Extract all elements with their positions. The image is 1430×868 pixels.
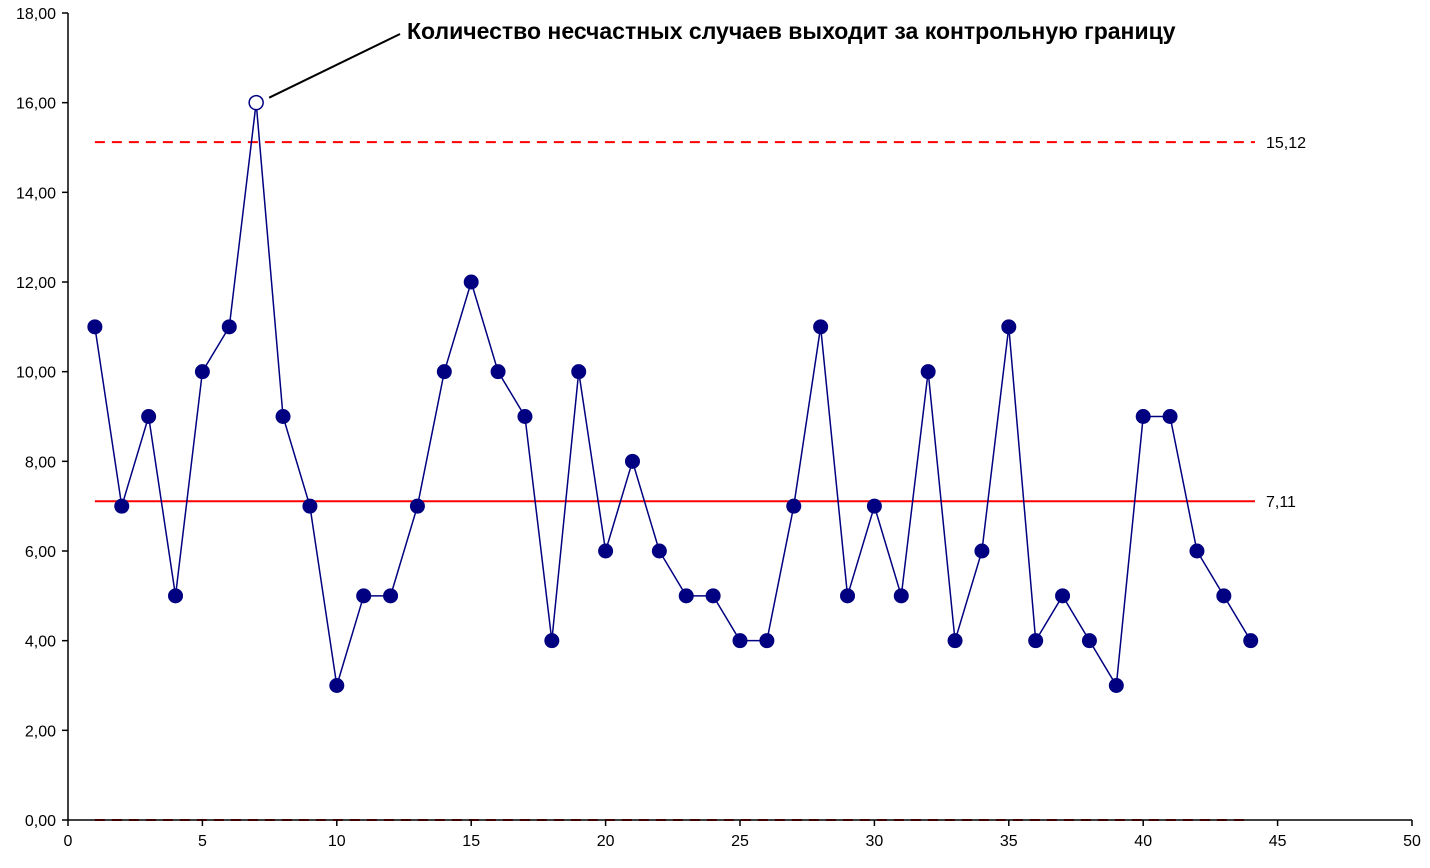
y-tick-label: 12,00: [16, 275, 56, 292]
annotation-group: Количество несчастных случаев выходит за…: [268, 18, 1176, 99]
control-limit-label-1: 7,11: [1266, 494, 1296, 511]
x-tick-label: 25: [731, 833, 749, 850]
data-point: [974, 543, 990, 559]
data-point: [1216, 588, 1232, 604]
data-point: [302, 498, 318, 514]
x-tick-label: 30: [866, 833, 884, 850]
data-point: [1162, 409, 1178, 424]
y-tick-label: 16,00: [16, 96, 56, 113]
data-point: [571, 364, 587, 380]
x-tick-label: 20: [597, 833, 615, 850]
data-point: [463, 274, 479, 290]
data-point: [517, 409, 533, 424]
x-tick-label: 45: [1269, 833, 1287, 850]
series-line: [94, 102, 1252, 688]
data-point: [275, 409, 291, 424]
y-tick-label: 6,00: [25, 544, 56, 561]
x-tick-label: 15: [462, 833, 480, 850]
y-tick-label: 18,00: [16, 6, 56, 23]
x-tick-label: 35: [1000, 833, 1018, 850]
data-point: [732, 633, 748, 649]
data-point: [141, 409, 157, 424]
control-limit-labels: 15,12 7,11: [1266, 135, 1306, 511]
data-point: [1001, 319, 1017, 335]
data-point: [383, 588, 399, 604]
data-point: [651, 543, 667, 559]
series-line-group: [94, 102, 1252, 688]
data-point: [221, 319, 237, 335]
data-point: [114, 498, 130, 514]
data-point: [168, 588, 184, 604]
y-tick-label: 2,00: [25, 723, 56, 740]
control-limit-label-0: 15,12: [1266, 135, 1306, 152]
data-point: [409, 498, 425, 514]
data-point-markers: [87, 94, 1259, 693]
data-point: [947, 633, 963, 649]
data-point: [194, 364, 210, 380]
data-point: [598, 543, 614, 559]
x-tick-label: 5: [198, 833, 207, 850]
data-point: [329, 678, 345, 693]
x-tick-label: 40: [1134, 833, 1152, 850]
data-point: [1243, 633, 1259, 649]
x-tick-label: 50: [1403, 833, 1421, 850]
data-point: [1055, 588, 1071, 604]
data-point-highlighted: [248, 94, 264, 111]
data-point: [544, 633, 560, 649]
data-point: [705, 588, 721, 604]
data-point: [1081, 633, 1097, 649]
data-point: [678, 588, 694, 604]
y-tick-label: 4,00: [25, 634, 56, 651]
data-point: [1135, 409, 1151, 424]
y-tick-label: 10,00: [16, 365, 56, 382]
data-point: [87, 319, 103, 335]
data-point: [813, 319, 829, 335]
data-point: [786, 498, 802, 514]
y-tick-label: 14,00: [16, 185, 56, 202]
data-point: [1108, 678, 1124, 693]
data-point: [356, 588, 372, 604]
data-point: [1028, 633, 1044, 649]
y-tick-label: 0,00: [25, 813, 56, 830]
data-point: [920, 364, 936, 380]
x-tick-label: 0: [64, 833, 73, 850]
data-point: [893, 588, 909, 604]
data-point: [866, 498, 882, 514]
chart-axes: 0,00 2,00 4,00 6,00 8,00 10,00 12,00 14,00 16,00…: [16, 6, 1421, 850]
data-point: [840, 588, 856, 604]
annotation-leader-line: [268, 33, 401, 99]
annotation-text: Количество несчастных случаев выходит за…: [407, 18, 1176, 44]
data-point: [436, 364, 452, 380]
y-tick-label: 8,00: [25, 454, 56, 471]
data-point: [490, 364, 506, 380]
data-point: [1189, 543, 1205, 559]
data-point: [624, 453, 640, 469]
data-point: [759, 633, 775, 649]
x-tick-label: 10: [328, 833, 346, 850]
